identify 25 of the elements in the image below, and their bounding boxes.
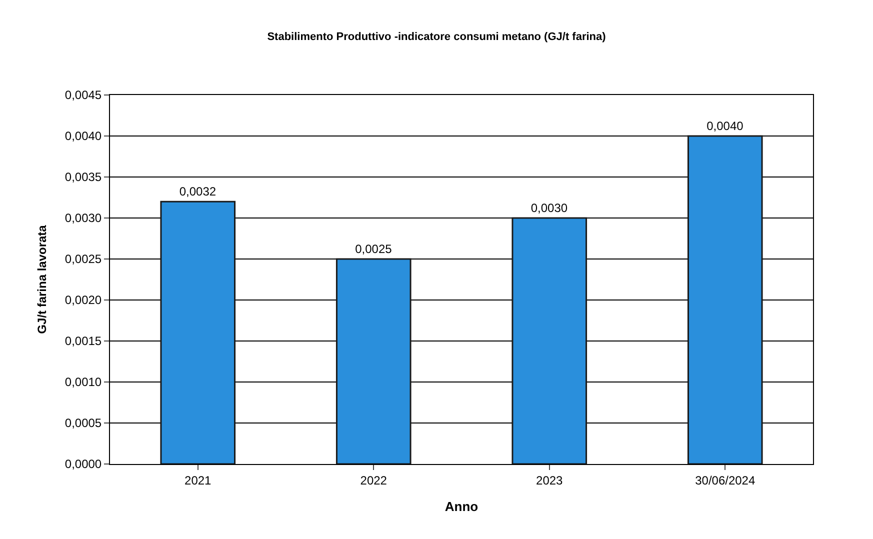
x-tick-label: 30/06/2024: [695, 473, 756, 488]
y-tick-label: 0,0025: [64, 252, 102, 266]
data-label: 0,0040: [706, 119, 744, 133]
y-axis-title: GJ/t farina lavorata: [35, 224, 50, 334]
bar: [336, 258, 412, 464]
x-axis-title: Anno: [444, 499, 478, 514]
data-label: 0,0032: [179, 184, 216, 199]
y-tick-label: 0,0035: [64, 170, 102, 184]
y-tick-label: 0,0015: [64, 334, 102, 348]
y-tick-label: 0,0040: [64, 129, 102, 144]
chart-title: Stabilimento Produttivo -indicatore consumi metano (GJ/t farina): [267, 31, 606, 44]
bar: [512, 217, 588, 464]
data-label: 0,0030: [530, 201, 568, 215]
y-tick-label: 0,0030: [64, 211, 102, 226]
y-tick-label: 0,0010: [64, 375, 102, 390]
y-tick-label: 0,0005: [64, 416, 102, 430]
y-tick-label: 0,0020: [64, 293, 102, 308]
y-tick-label: 0,0045: [64, 88, 102, 102]
y-tick-label: 0,0000: [64, 457, 102, 472]
bar: [160, 200, 236, 464]
x-tick-label: 2023: [536, 473, 564, 488]
bar: [687, 135, 763, 464]
data-label: 0,0025: [355, 242, 392, 256]
x-tick-label: 2021: [184, 473, 212, 488]
x-tick-label: 2022: [360, 473, 388, 488]
